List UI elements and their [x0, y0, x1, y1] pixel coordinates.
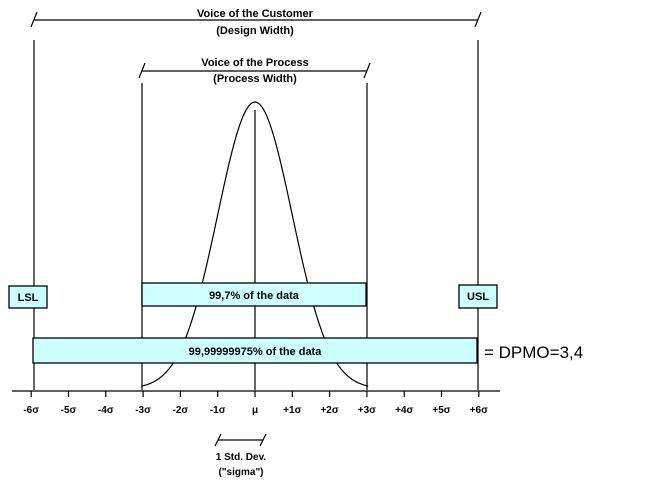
- band-6sigma: [32, 337, 478, 364]
- vop-title: Voice of the Process: [201, 57, 308, 69]
- vop-subtitle: (Process Width): [213, 73, 297, 85]
- axis-tick-label: -6σ: [23, 405, 39, 416]
- axis-tick-label: -1σ: [210, 405, 226, 416]
- std-dev-sublabel: ("sigma"): [218, 467, 263, 478]
- band-6sigma-label: 99,99999975% of the data: [189, 346, 323, 358]
- axis-ticks: -6σ -5σ -4σ -3σ -2σ -1σ μ +1σ +2σ +3σ +4σ +5σ +6σ: [23, 391, 488, 416]
- lsl-label: LSL: [18, 292, 39, 304]
- axis-tick-label: +1σ: [283, 405, 301, 416]
- band-3sigma: [141, 282, 367, 307]
- axis-tick-label: +6σ: [470, 405, 488, 416]
- axis-tick-label: μ: [252, 405, 258, 416]
- dpmo-label: = DPMO=3,4: [484, 343, 583, 362]
- band-3sigma-label: 99,7% of the data: [209, 290, 300, 302]
- axis-tick-label: -4σ: [98, 405, 114, 416]
- axis-tick-label: +2σ: [320, 405, 338, 416]
- axis-tick-label: -2σ: [173, 405, 189, 416]
- lsl-box: [8, 285, 48, 309]
- usl-label: USL: [467, 291, 489, 303]
- axis-tick-label: -3σ: [135, 405, 151, 416]
- vop-bracket: [138, 62, 371, 79]
- std-dev-label: 1 Std. Dev.: [216, 452, 267, 463]
- axis-tick-label: -5σ: [61, 405, 77, 416]
- axis-tick-label: +4σ: [395, 405, 413, 416]
- axis-tick-label: +3σ: [358, 405, 376, 416]
- usl-box: [458, 284, 498, 309]
- voc-title: Voice of the Customer: [197, 8, 314, 20]
- std-dev-bracket: [214, 433, 267, 447]
- axis-tick-label: +5σ: [432, 405, 450, 416]
- voc-bracket: [30, 11, 482, 28]
- voc-subtitle: (Design Width): [216, 25, 294, 37]
